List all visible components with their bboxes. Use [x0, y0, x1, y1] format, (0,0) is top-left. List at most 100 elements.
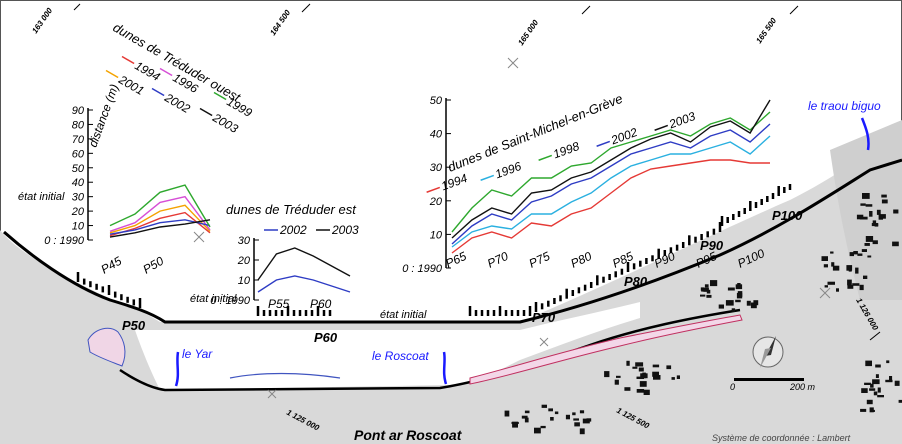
- building: [604, 371, 610, 378]
- building: [638, 367, 644, 372]
- building: [643, 389, 650, 395]
- legend-swatch-2003: [654, 124, 669, 131]
- series-line-1996: [109, 195, 211, 232]
- building: [534, 427, 541, 434]
- building: [735, 284, 743, 290]
- building: [579, 428, 585, 435]
- building: [579, 410, 585, 414]
- river-yar: [174, 351, 180, 387]
- building: [616, 375, 621, 378]
- building: [823, 264, 828, 268]
- building: [676, 375, 680, 379]
- place-le-yar: le Yar: [182, 347, 213, 361]
- dune-patch-saint-michel: [469, 314, 743, 385]
- building: [541, 404, 547, 408]
- dune-line-roscoat: [229, 372, 341, 379]
- y-tick-label: 90: [72, 105, 85, 117]
- building: [735, 299, 741, 303]
- building: [700, 287, 705, 291]
- building: [889, 376, 893, 380]
- coordinate-system: Système de coordonnée : Lambert: [712, 433, 851, 443]
- building: [853, 251, 858, 255]
- legend-swatch-1996: [480, 174, 495, 181]
- series-line-1996: [451, 135, 771, 248]
- grid-lines: [73, 3, 881, 341]
- building: [855, 267, 859, 274]
- series-line-1999: [109, 184, 211, 228]
- y-tick-label: 10: [430, 229, 443, 241]
- y-tick-label: 30: [238, 235, 251, 247]
- building: [636, 376, 644, 379]
- legend-label-2003: 2003: [331, 223, 359, 237]
- building: [703, 287, 709, 292]
- building: [898, 399, 902, 403]
- building: [869, 407, 874, 413]
- building: [504, 410, 510, 417]
- building: [861, 388, 868, 393]
- building: [706, 294, 712, 298]
- place-le-traou-biguo: le traou biguo: [808, 99, 881, 113]
- legend-swatch-2001: [105, 69, 119, 79]
- building: [704, 284, 709, 288]
- building: [824, 285, 828, 288]
- y-tick-label: 40: [72, 177, 85, 189]
- y-tick-label: 20: [71, 206, 85, 218]
- profile-label-p80: P80: [624, 274, 648, 289]
- building: [857, 253, 863, 256]
- building: [852, 283, 860, 286]
- building: [886, 360, 890, 364]
- building: [830, 251, 834, 254]
- building: [881, 199, 888, 204]
- building: [873, 391, 878, 396]
- river-roscoat: [442, 351, 448, 385]
- building: [894, 380, 900, 386]
- building: [862, 193, 870, 199]
- profile-label-p90: P90: [700, 238, 724, 253]
- building: [859, 216, 868, 220]
- building: [586, 418, 592, 422]
- y-tick-label: 30: [72, 192, 85, 204]
- building: [864, 243, 870, 246]
- baseline-label: état initial: [190, 293, 237, 305]
- building: [653, 375, 661, 380]
- building: [671, 377, 675, 380]
- building: [860, 408, 867, 412]
- building: [652, 371, 659, 377]
- series-line-2002: [257, 275, 351, 293]
- building: [718, 304, 724, 309]
- building: [875, 364, 881, 368]
- series-line-2003: [109, 219, 211, 238]
- profile-labels: P50 P60 P70 P80 P90 P100: [122, 208, 803, 345]
- building: [554, 411, 559, 415]
- legend-swatch-1998: [538, 154, 553, 161]
- profile-label-p100: P100: [772, 208, 803, 223]
- building: [750, 302, 757, 309]
- series-line-2002: [109, 219, 211, 235]
- legend-swatch-1994: [426, 186, 441, 193]
- building: [870, 383, 874, 388]
- legend-swatch-1994: [121, 55, 135, 65]
- rivers: [174, 117, 870, 387]
- building: [831, 262, 835, 267]
- building: [624, 387, 631, 391]
- scale-bar-bar: [734, 378, 804, 381]
- building: [524, 410, 530, 414]
- y-tick-label: 40: [430, 129, 443, 141]
- y-tick-label: 10: [238, 275, 251, 287]
- building: [640, 373, 648, 379]
- building: [859, 284, 864, 291]
- building: [524, 417, 529, 423]
- river-traou-biguo: [860, 117, 870, 151]
- building: [652, 364, 660, 368]
- building: [869, 388, 876, 391]
- y-tick-label: 80: [72, 119, 85, 131]
- building: [861, 249, 867, 252]
- grid-crosses: [193, 57, 831, 399]
- building: [727, 287, 735, 291]
- building: [573, 418, 579, 421]
- building: [864, 382, 871, 385]
- building: [572, 412, 576, 416]
